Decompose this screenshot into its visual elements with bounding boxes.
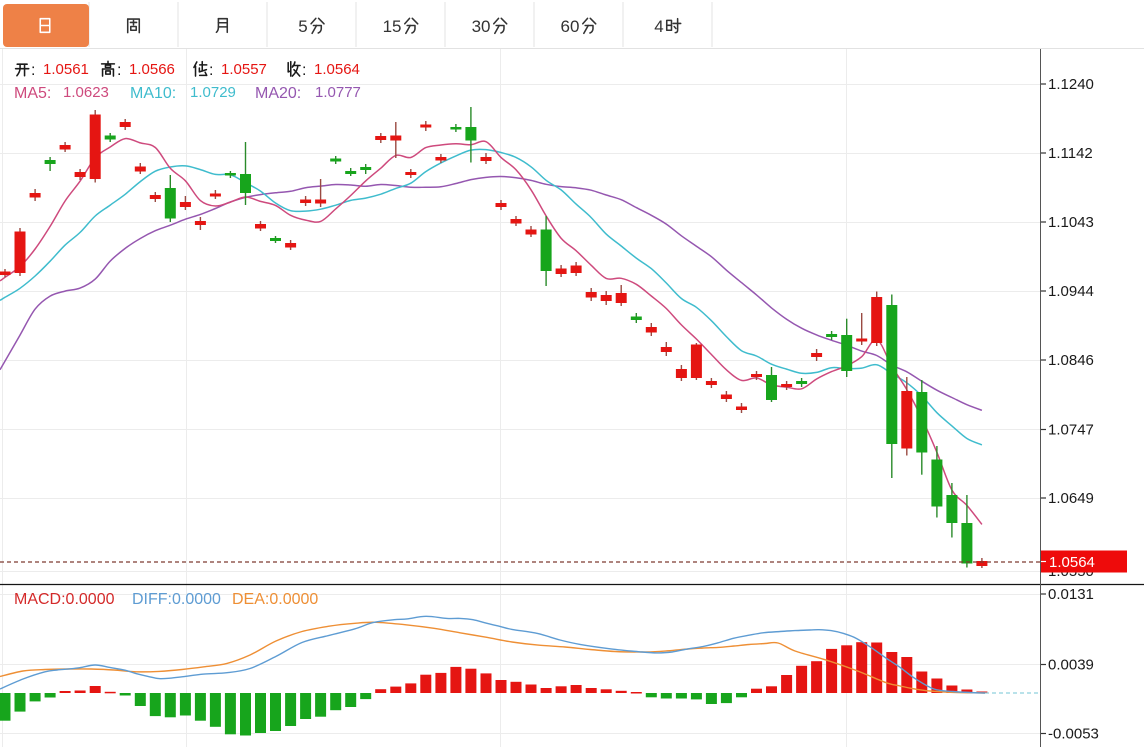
svg-text:1.1142: 1.1142 [1048, 145, 1093, 162]
svg-text:1.1240: 1.1240 [1048, 76, 1094, 93]
svg-text:MA20:: MA20: [255, 85, 301, 102]
svg-text:MA10:: MA10: [130, 85, 176, 102]
svg-text::: : [31, 62, 35, 79]
svg-text:1.1043: 1.1043 [1048, 214, 1094, 231]
svg-text:1.0944: 1.0944 [1048, 283, 1094, 300]
svg-text:60: 60 [561, 17, 580, 36]
svg-text:15: 15 [383, 17, 402, 36]
svg-text:1.0649: 1.0649 [1048, 490, 1094, 507]
svg-text:5: 5 [298, 17, 307, 36]
svg-text:DIFF:0.0000: DIFF:0.0000 [132, 591, 221, 608]
svg-text:1.0566: 1.0566 [129, 61, 175, 78]
svg-text:1.0846: 1.0846 [1048, 352, 1094, 369]
svg-text::: : [302, 62, 306, 79]
svg-text:1.0729: 1.0729 [190, 84, 236, 101]
svg-text:1.0777: 1.0777 [315, 84, 361, 101]
svg-text:MACD:0.0000: MACD:0.0000 [14, 591, 115, 608]
svg-text::: : [117, 62, 121, 79]
svg-text:-0.0053: -0.0053 [1048, 726, 1099, 743]
svg-text:1.0557: 1.0557 [221, 61, 267, 78]
svg-text:MA5:: MA5: [14, 85, 51, 102]
svg-text:1.0561: 1.0561 [43, 61, 89, 78]
svg-text:30: 30 [472, 17, 491, 36]
svg-text:0.0039: 0.0039 [1048, 657, 1094, 674]
svg-text:1.0564: 1.0564 [314, 61, 360, 78]
svg-text:DEA:0.0000: DEA:0.0000 [232, 591, 318, 608]
svg-text:0.0131: 0.0131 [1048, 586, 1094, 603]
svg-text:1.0623: 1.0623 [63, 84, 109, 101]
svg-text:1.0564: 1.0564 [1049, 554, 1095, 571]
svg-text:1.0747: 1.0747 [1048, 422, 1094, 439]
svg-text:4: 4 [654, 17, 663, 36]
svg-text::: : [209, 62, 213, 79]
